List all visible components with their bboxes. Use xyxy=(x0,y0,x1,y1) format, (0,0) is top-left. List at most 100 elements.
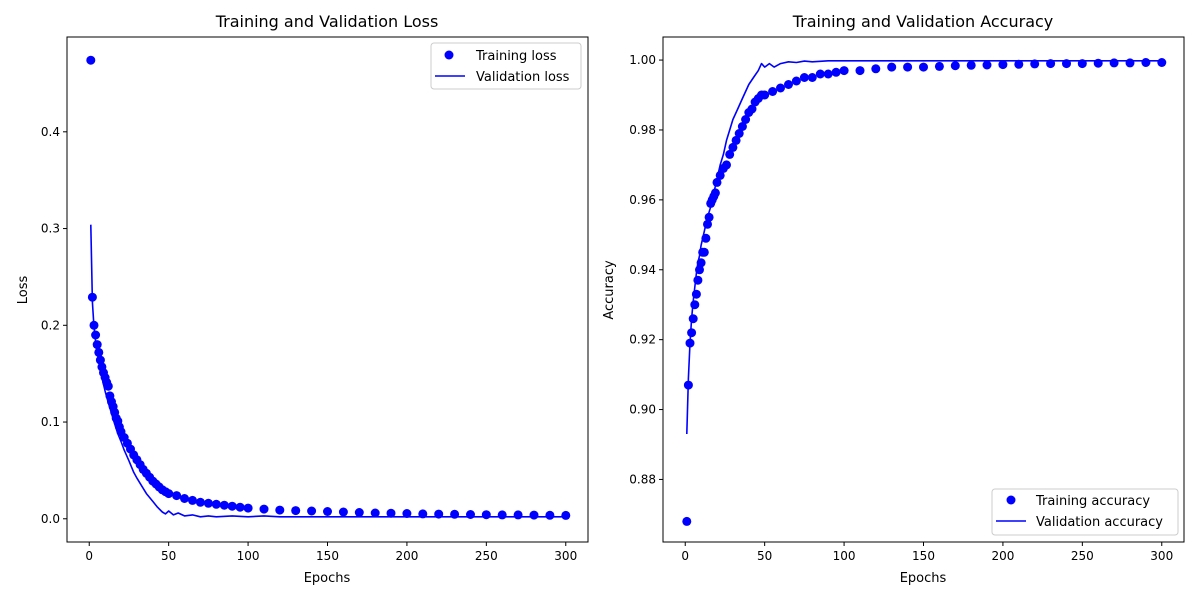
loss-y-tick-label: 0.3 xyxy=(41,222,60,236)
accuracy-y-tick-label: 0.92 xyxy=(629,333,656,347)
accuracy-training-point xyxy=(741,115,751,124)
accuracy-x-axis-label: Epochs xyxy=(900,571,947,586)
accuracy-training-point xyxy=(855,66,865,76)
loss-training-point xyxy=(291,506,301,516)
accuracy-training-point xyxy=(731,135,741,145)
accuracy-chart-title: Training and Validation Accuracy xyxy=(792,12,1054,31)
accuracy-legend: Training accuracy Validation accuracy xyxy=(991,488,1179,536)
loss-training-point xyxy=(481,510,491,520)
accuracy-chart: Training and Validation Accuracy 0 50 100 1… xyxy=(602,12,1185,586)
accuracy-training-point xyxy=(768,87,778,96)
accuracy-x-tick-label: 0 xyxy=(681,549,689,563)
accuracy-y-axis-label: Accuracy xyxy=(602,260,617,320)
accuracy-plot-area xyxy=(682,58,1167,526)
accuracy-y-tick-label: 0.94 xyxy=(629,263,656,277)
loss-training-point xyxy=(195,497,205,507)
accuracy-training-point xyxy=(1141,58,1151,67)
accuracy-training-point xyxy=(919,62,928,72)
accuracy-training-point xyxy=(950,61,960,71)
accuracy-training-point xyxy=(776,83,785,93)
accuracy-training-point xyxy=(839,66,849,76)
accuracy-legend-label-validation: Validation accuracy xyxy=(1036,515,1163,530)
loss-training-point xyxy=(164,489,174,499)
accuracy-y-tick-label: 0.88 xyxy=(629,472,656,486)
accuracy-training-point xyxy=(815,69,825,79)
loss-y-tick-label: 0.2 xyxy=(41,318,60,332)
loss-training-point xyxy=(466,510,475,519)
loss-x-tick-label: 250 xyxy=(475,549,498,563)
accuracy-y-tick-label: 0.96 xyxy=(629,193,656,207)
accuracy-training-point xyxy=(760,90,770,100)
accuracy-training-point xyxy=(799,73,809,82)
loss-training-point xyxy=(86,55,96,65)
loss-training-point xyxy=(529,510,539,520)
accuracy-training-point xyxy=(690,300,700,310)
loss-y-tick-label: 0.0 xyxy=(41,512,60,526)
loss-chart: Training and Validation Loss 0 50 100 150 20… xyxy=(16,12,589,586)
accuracy-training-point xyxy=(688,314,698,324)
loss-training-point xyxy=(227,501,237,511)
loss-training-point xyxy=(354,508,364,517)
accuracy-training-point xyxy=(1014,59,1024,69)
accuracy-training-point xyxy=(699,247,709,257)
accuracy-legend-label-training: Training accuracy xyxy=(1035,494,1150,509)
loss-validation-line xyxy=(90,224,566,518)
accuracy-y-ticks: 0.88 0.90 0.92 0.94 0.96 0.98 1.00 xyxy=(629,53,663,486)
accuracy-training-point xyxy=(725,149,735,159)
accuracy-training-point xyxy=(728,142,738,152)
accuracy-x-tick-label: 250 xyxy=(1071,549,1094,563)
loss-training-point xyxy=(497,510,507,520)
accuracy-training-point xyxy=(710,188,720,198)
accuracy-training-point xyxy=(747,104,757,114)
loss-y-tick-label: 0.1 xyxy=(41,415,60,429)
accuracy-validation-line xyxy=(686,59,1162,435)
loss-x-tick-label: 150 xyxy=(316,549,339,563)
accuracy-training-point xyxy=(682,516,692,526)
loss-training-point xyxy=(203,498,213,508)
accuracy-training-point xyxy=(737,122,747,131)
loss-legend: Training loss Validation loss xyxy=(430,42,582,90)
accuracy-training-point xyxy=(998,60,1008,70)
loss-training-point xyxy=(219,500,229,510)
loss-training-point xyxy=(370,508,380,518)
loss-training-point xyxy=(386,508,396,518)
accuracy-x-tick-label: 300 xyxy=(1150,549,1173,563)
loss-x-tick-label: 0 xyxy=(85,549,93,563)
loss-training-point xyxy=(259,504,269,514)
accuracy-x-tick-label: 50 xyxy=(757,549,772,563)
loss-training-point xyxy=(211,499,221,509)
loss-training-point xyxy=(94,347,104,357)
accuracy-training-point xyxy=(903,62,913,72)
loss-legend-marker-training xyxy=(444,50,454,60)
loss-x-ticks: 0 50 100 150 200 250 300 xyxy=(85,542,577,563)
accuracy-training-point xyxy=(1030,59,1040,69)
accuracy-y-tick-label: 0.98 xyxy=(629,123,656,137)
loss-x-tick-label: 50 xyxy=(161,549,176,563)
loss-y-axis-label: Loss xyxy=(16,276,31,305)
loss-training-point xyxy=(180,494,189,503)
accuracy-legend-marker-training xyxy=(1006,495,1016,505)
accuracy-training-point xyxy=(1125,58,1135,68)
accuracy-training-point xyxy=(831,67,841,77)
loss-training-point xyxy=(513,510,523,520)
loss-training-point xyxy=(172,491,182,501)
accuracy-x-ticks: 0 50 100 150 200 250 300 xyxy=(681,542,1173,563)
loss-training-point xyxy=(402,509,412,518)
accuracy-y-tick-label: 1.00 xyxy=(629,53,656,67)
loss-x-tick-label: 300 xyxy=(554,549,577,563)
accuracy-y-tick-label: 0.90 xyxy=(629,403,656,417)
accuracy-training-point xyxy=(887,62,897,72)
accuracy-legend-box xyxy=(991,488,1179,536)
accuracy-training-point xyxy=(1157,58,1167,67)
accuracy-training-point xyxy=(966,60,976,70)
loss-training-point xyxy=(545,510,555,520)
accuracy-training-point xyxy=(934,61,944,71)
accuracy-training-point xyxy=(1109,58,1119,68)
accuracy-training-point xyxy=(982,60,992,70)
loss-training-point xyxy=(561,510,571,520)
loss-x-tick-label: 200 xyxy=(395,549,418,563)
accuracy-x-tick-label: 150 xyxy=(912,549,935,563)
loss-x-tick-label: 100 xyxy=(237,549,260,563)
loss-legend-box xyxy=(430,42,582,90)
